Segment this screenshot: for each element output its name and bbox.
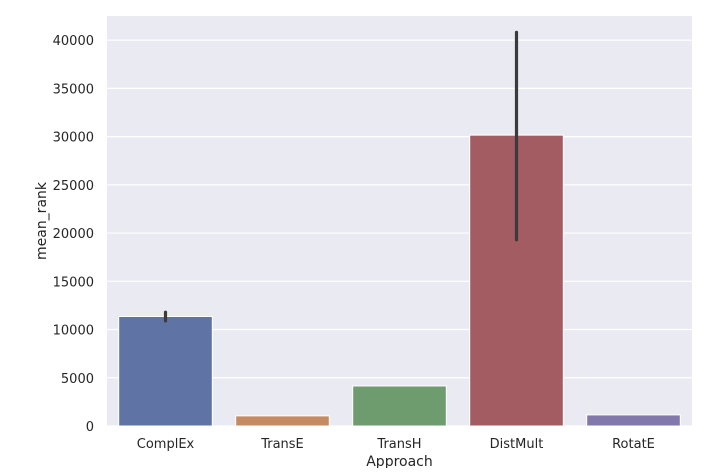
y-tick-label: 20000 <box>53 227 94 242</box>
bar-rotate <box>586 414 681 427</box>
y-tick-label: 40000 <box>53 34 94 49</box>
x-tick-labels: ComplEx TransE TransH DistMult RotatE <box>137 437 655 452</box>
y-axis-title: mean_rank <box>34 181 50 260</box>
y-tick-label: 0 <box>86 420 94 435</box>
y-tick-label: 10000 <box>53 324 94 339</box>
y-tick-label: 35000 <box>53 82 94 97</box>
error-bars <box>163 30 519 323</box>
x-tick-label: TransH <box>376 437 421 452</box>
y-tick-label: 25000 <box>53 179 94 194</box>
x-tick-label: TransE <box>260 437 304 452</box>
y-tick-label: 5000 <box>61 372 94 387</box>
x-tick-label: ComplEx <box>137 437 195 452</box>
x-tick-label: DistMult <box>490 437 544 452</box>
y-tick-label: 15000 <box>53 275 94 290</box>
bar-transh <box>352 385 447 427</box>
x-tick-label: RotatE <box>612 437 655 452</box>
x-axis-title: Approach <box>366 454 433 468</box>
bar-transe <box>235 415 330 427</box>
y-tick-labels: 0 5000 10000 15000 20000 25000 30000 35000 40000 <box>53 34 94 435</box>
bars <box>118 134 681 427</box>
y-tick-label: 30000 <box>53 131 94 146</box>
bar-complex <box>118 316 213 427</box>
